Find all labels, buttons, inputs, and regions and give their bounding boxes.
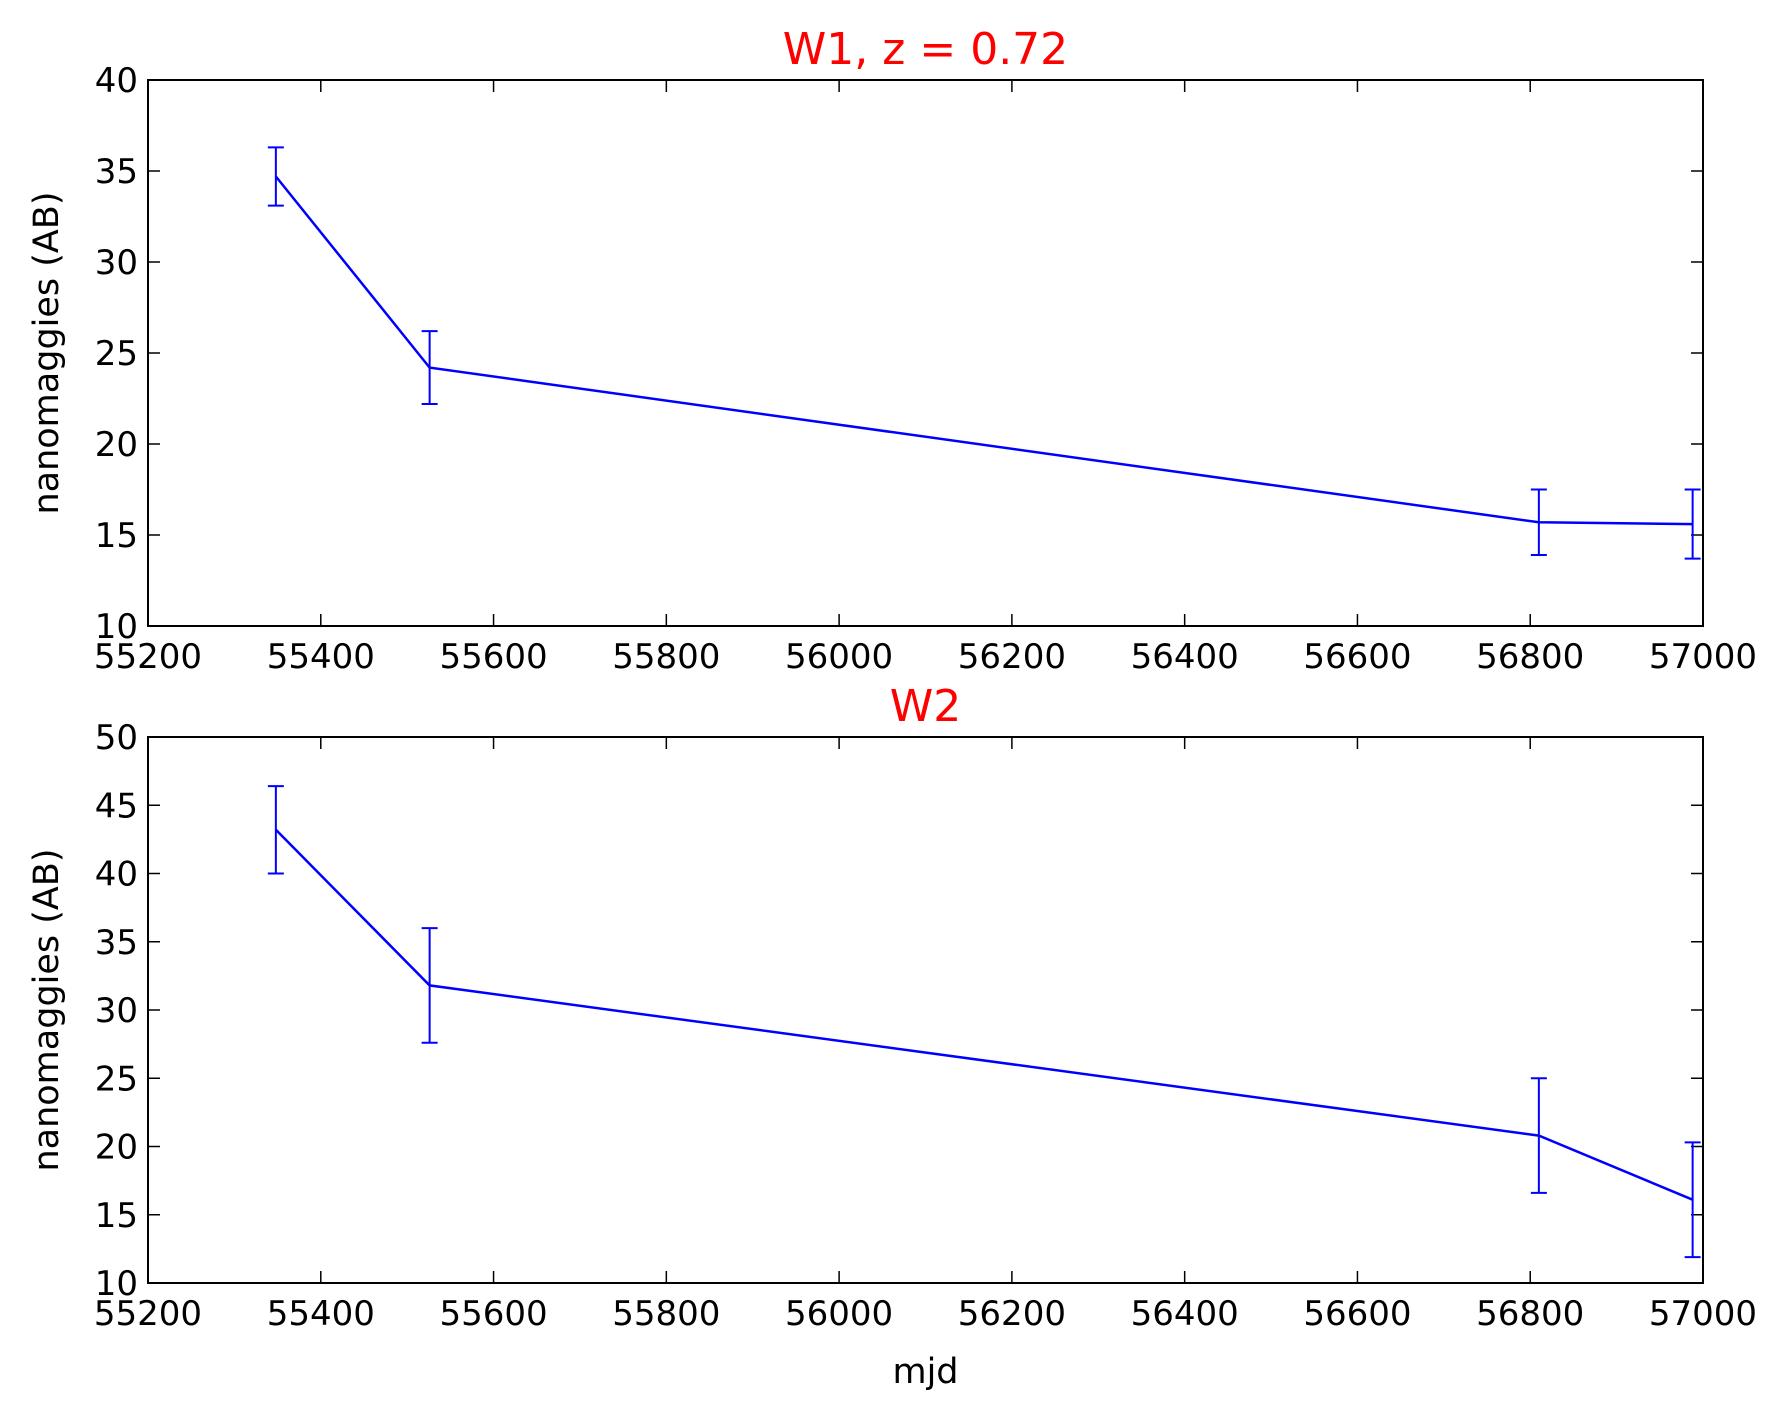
w1-x-tick-label: 57000 (1649, 637, 1757, 677)
w2-y-tick-label: 50 (95, 718, 138, 758)
w1-x-tick-label: 55400 (267, 637, 375, 677)
w1-y-tick-label: 10 (95, 607, 138, 647)
w1-y-tick-label: 25 (95, 334, 138, 374)
w2-x-tick-label: 55800 (612, 1294, 720, 1334)
w1-chart-title: W1, z = 0.72 (783, 24, 1068, 75)
w2-chart-title: W2 (890, 681, 962, 732)
w2-x-tick-label: 56800 (1476, 1294, 1584, 1334)
w1-x-tick-label: 55200 (94, 637, 202, 677)
w2-plot-frame (147, 736, 1704, 1284)
w1-error-bar (421, 330, 438, 405)
w2-x-tick-label: 55200 (94, 1294, 202, 1334)
w2-error-bar (1684, 1141, 1701, 1259)
w2-panel: 55200 55400 55600 55800 56000 56200 56400 56600… (27, 681, 1757, 1392)
w1-x-tick-label: 55600 (439, 637, 547, 677)
w1-x-tick-label: 56800 (1476, 637, 1584, 677)
w2-y-tick-label: 20 (95, 1128, 138, 1168)
w2-y-tick-label: 35 (95, 923, 138, 963)
w2-y-axis-label: nanomaggies (AB) (27, 848, 67, 1171)
w2-x-tick-label: 56600 (1303, 1294, 1411, 1334)
w1-y-tick-label: 35 (95, 152, 138, 192)
w1-error-bar (1530, 488, 1547, 557)
w2-x-tick-label: 55400 (267, 1294, 375, 1334)
w1-y-tick-label: 20 (95, 425, 138, 465)
w2-y-tick-label: 25 (95, 1059, 138, 1099)
w2-x-tick-label: 55600 (439, 1294, 547, 1334)
w2-error-bar (267, 785, 284, 875)
w2-y-tick-label: 30 (95, 991, 138, 1031)
w1-x-tick-label: 56400 (1131, 637, 1239, 677)
w2-x-tick-label: 56200 (958, 1294, 1066, 1334)
w2-error-bar (421, 927, 438, 1044)
w1-x-tick-label: 56000 (785, 637, 893, 677)
w2-error-bar (1530, 1077, 1547, 1194)
w2-x-tick-label: 56000 (785, 1294, 893, 1334)
w1-y-tick-label: 15 (95, 516, 138, 556)
w1-error-bar (267, 146, 284, 207)
w2-x-tick-label: 56400 (1131, 1294, 1239, 1334)
w1-x-tick-label: 56600 (1303, 637, 1411, 677)
w1-y-tick-label: 40 (95, 61, 138, 101)
w1-x-tick-label: 55800 (612, 637, 720, 677)
w2-y-tick-label: 10 (95, 1264, 138, 1304)
w1-x-tick-label: 56200 (958, 637, 1066, 677)
w2-y-tick-label: 40 (95, 855, 138, 895)
w1-y-tick-label: 30 (95, 243, 138, 283)
w1-error-bar (1684, 488, 1701, 560)
w2-x-axis-label: mjd (892, 1352, 958, 1392)
w1-series-line (274, 175, 1693, 526)
w1-plot-frame (147, 79, 1704, 627)
w2-series-line (275, 828, 1694, 1201)
w2-y-tick-label: 45 (95, 786, 138, 826)
w2-y-tick-label: 15 (95, 1196, 138, 1236)
w1-panel: 55200 55400 55600 55800 56000 56200 56400 56600… (27, 24, 1757, 677)
w1-y-axis-label: nanomaggies (AB) (27, 191, 67, 514)
w2-x-tick-label: 57000 (1649, 1294, 1757, 1334)
